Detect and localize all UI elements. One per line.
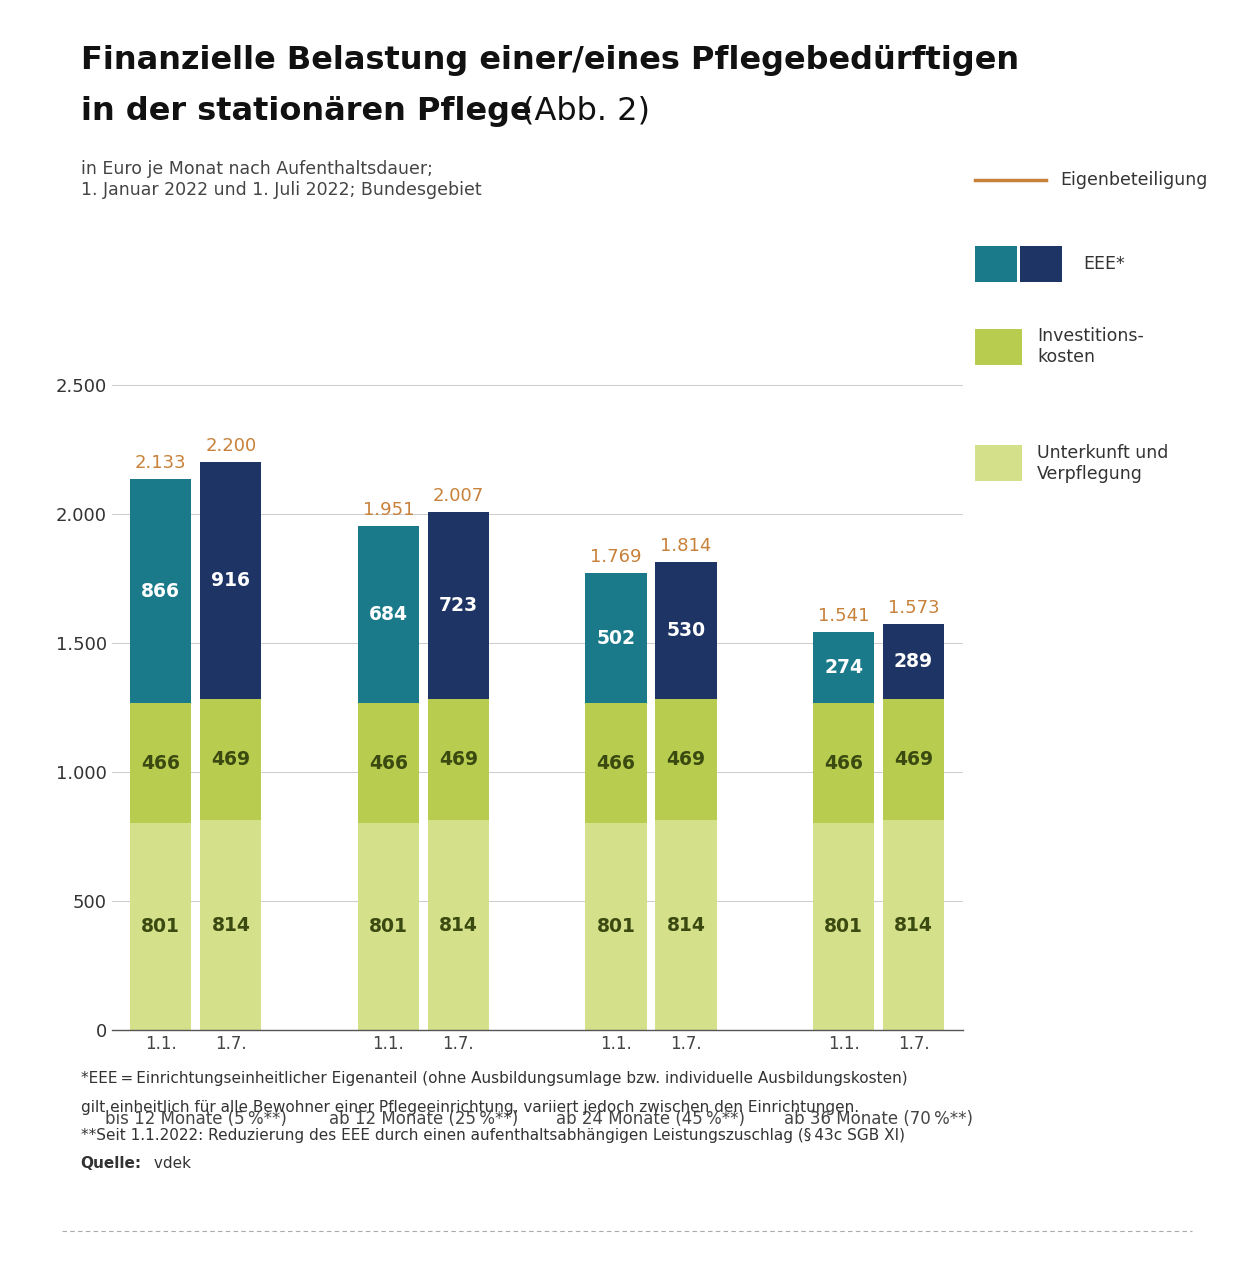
Text: 814: 814 bbox=[211, 915, 250, 934]
Text: 469: 469 bbox=[667, 750, 705, 769]
Text: ab 12 Monate (25 %**): ab 12 Monate (25 %**) bbox=[329, 1111, 518, 1129]
Text: **Seit 1.1.2022: Reduzierung des EEE durch einen aufenthaltsabhängigen Leistungs: **Seit 1.1.2022: Reduzierung des EEE dur… bbox=[81, 1128, 904, 1143]
Text: 274: 274 bbox=[823, 658, 863, 677]
Text: in der stationären Pflege: in der stationären Pflege bbox=[81, 96, 543, 127]
Bar bbox=[656, 820, 717, 1030]
Text: 1.769: 1.769 bbox=[590, 548, 642, 566]
Text: 466: 466 bbox=[596, 754, 636, 773]
Bar bbox=[656, 699, 717, 820]
Text: in Euro je Monat nach Aufenthaltsdauer;
1. Januar 2022 und 1. Juli 2022; Bundesg: in Euro je Monat nach Aufenthaltsdauer; … bbox=[81, 160, 482, 198]
Text: 814: 814 bbox=[894, 915, 933, 934]
Bar bbox=[656, 562, 717, 699]
Bar bbox=[812, 703, 874, 823]
Text: Investitions-
kosten: Investitions- kosten bbox=[1037, 328, 1144, 366]
Text: 801: 801 bbox=[369, 918, 407, 937]
Text: 466: 466 bbox=[369, 754, 407, 773]
Bar bbox=[883, 699, 944, 820]
Bar bbox=[200, 462, 262, 699]
Text: 684: 684 bbox=[369, 605, 407, 625]
Text: 2.007: 2.007 bbox=[432, 486, 484, 504]
Text: 1.541: 1.541 bbox=[817, 607, 869, 625]
Bar bbox=[200, 699, 262, 820]
Text: 469: 469 bbox=[438, 750, 478, 769]
Text: 466: 466 bbox=[823, 754, 863, 773]
Text: ab 36 Monate (70 %**): ab 36 Monate (70 %**) bbox=[784, 1111, 972, 1129]
Text: 801: 801 bbox=[142, 918, 180, 937]
Text: 801: 801 bbox=[825, 918, 863, 937]
Bar bbox=[812, 632, 874, 703]
Bar bbox=[883, 820, 944, 1030]
Text: 814: 814 bbox=[667, 915, 705, 934]
Bar bbox=[200, 820, 262, 1030]
Text: vdek: vdek bbox=[149, 1156, 191, 1171]
Bar bbox=[130, 703, 191, 823]
Text: 2.133: 2.133 bbox=[135, 454, 186, 472]
Text: 814: 814 bbox=[438, 915, 478, 934]
Text: gilt einheitlich für alle Bewohner einer Pflegeeinrichtung, variiert jedoch zwis: gilt einheitlich für alle Bewohner einer… bbox=[81, 1100, 859, 1115]
Text: 530: 530 bbox=[667, 621, 705, 640]
Text: *EEE = Einrichtungseinheitlicher Eigenanteil (ohne Ausbildungsumlage bzw. indivi: *EEE = Einrichtungseinheitlicher Eigenan… bbox=[81, 1071, 908, 1087]
Bar bbox=[883, 625, 944, 699]
Bar bbox=[585, 703, 647, 823]
Bar bbox=[358, 823, 419, 1030]
Text: Eigenbeteiligung: Eigenbeteiligung bbox=[1061, 172, 1208, 189]
Text: 469: 469 bbox=[211, 750, 251, 769]
Text: 866: 866 bbox=[142, 581, 180, 600]
Text: 1.951: 1.951 bbox=[363, 502, 414, 520]
Bar bbox=[130, 480, 191, 703]
Bar bbox=[358, 526, 419, 703]
Text: Unterkunft und
Verpflegung: Unterkunft und Verpflegung bbox=[1037, 444, 1169, 483]
Text: bis 12 Monate (5 %**): bis 12 Monate (5 %**) bbox=[104, 1111, 287, 1129]
Bar bbox=[358, 703, 419, 823]
Text: Quelle:: Quelle: bbox=[81, 1156, 142, 1171]
Text: 1.814: 1.814 bbox=[661, 536, 712, 554]
Bar bbox=[812, 823, 874, 1030]
Text: 916: 916 bbox=[211, 571, 251, 590]
Text: ab 24 Monate (45 %**): ab 24 Monate (45 %**) bbox=[556, 1111, 745, 1129]
Bar bbox=[427, 820, 489, 1030]
Text: 466: 466 bbox=[142, 754, 180, 773]
Bar bbox=[427, 512, 489, 699]
Text: 469: 469 bbox=[894, 750, 933, 769]
Text: EEE*: EEE* bbox=[1083, 255, 1125, 273]
Text: Finanzielle Belastung einer/eines Pflegebedürftigen: Finanzielle Belastung einer/eines Pflege… bbox=[81, 45, 1018, 76]
Bar bbox=[585, 573, 647, 703]
Text: 2.200: 2.200 bbox=[205, 436, 256, 454]
Text: 723: 723 bbox=[438, 596, 478, 616]
Bar bbox=[427, 699, 489, 820]
Bar bbox=[130, 823, 191, 1030]
Text: 1.573: 1.573 bbox=[888, 599, 939, 617]
Bar bbox=[585, 823, 647, 1030]
Text: 289: 289 bbox=[894, 652, 933, 671]
Text: 801: 801 bbox=[596, 918, 636, 937]
Text: 502: 502 bbox=[596, 628, 636, 648]
Text: (Abb. 2): (Abb. 2) bbox=[522, 96, 650, 127]
